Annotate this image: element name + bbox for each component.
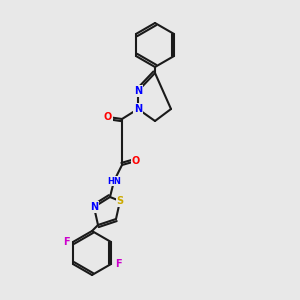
Text: O: O — [132, 156, 140, 166]
Text: N: N — [134, 104, 142, 114]
Text: HN: HN — [107, 176, 121, 185]
Text: S: S — [116, 196, 124, 206]
Text: N: N — [90, 202, 98, 212]
Text: O: O — [104, 112, 112, 122]
Text: F: F — [63, 237, 69, 247]
Text: N: N — [134, 86, 142, 96]
Text: F: F — [115, 259, 122, 269]
